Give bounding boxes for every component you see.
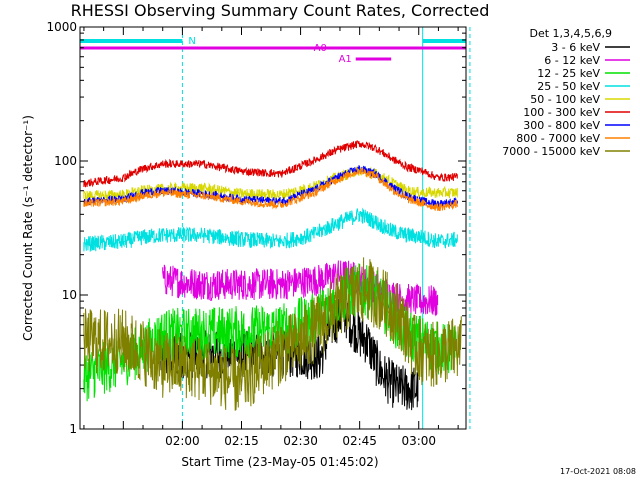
legend-item-label: 3 - 6 keV: [551, 41, 600, 54]
y-axis: 1 10 100 1000: [46, 20, 466, 436]
x-tick-label: 02:45: [342, 434, 377, 448]
x-tick-label: 02:30: [283, 434, 318, 448]
legend-item-label: 12 - 25 keV: [537, 67, 600, 80]
legend-item-label: 50 - 100 keV: [530, 93, 600, 106]
series-line: [83, 167, 458, 212]
x-axis-label: Start Time (23-May-05 01:45:02): [181, 455, 378, 469]
legend-item-label: 300 - 800 keV: [523, 119, 600, 132]
legend-item-label: 25 - 50 keV: [537, 80, 600, 93]
footer-timestamp: 17-Oct-2021 08:08: [560, 467, 636, 476]
y-tick-label: 1: [69, 422, 77, 436]
legend-item-label: 7000 - 15000 keV: [502, 145, 600, 158]
legend-item-label: 100 - 300 keV: [523, 106, 600, 119]
y-axis-label: Corrected Count Rate (s⁻¹ detector⁻¹): [21, 115, 35, 341]
series-line: [83, 257, 462, 411]
chart-title: RHESSI Observing Summary Count Rates, Co…: [71, 1, 490, 20]
y-tick-label: 100: [54, 154, 77, 168]
x-axis: 02:00 02:15 02:30 02:45 03:00: [83, 27, 459, 448]
y-tick-label: 1000: [46, 20, 77, 34]
x-tick-label: 02:15: [224, 434, 259, 448]
plot-area: N A0 A1: [79, 27, 471, 429]
attenuator-a1-label: A1: [339, 54, 352, 65]
legend-item-label: 800 - 7000 keV: [516, 132, 600, 145]
series-line: [83, 140, 458, 188]
plot-frame: [79, 26, 467, 430]
night-label: N: [188, 36, 195, 47]
series-line: [83, 207, 458, 252]
legend-title: Det 1,3,4,5,6,9: [529, 27, 612, 40]
attenuator-a0-label: A0: [314, 43, 327, 54]
legend-item-label: 6 - 12 keV: [544, 54, 600, 67]
series-line: [83, 165, 458, 208]
x-tick-label: 02:00: [165, 434, 200, 448]
y-tick-label: 10: [62, 288, 77, 302]
x-tick-label: 03:00: [401, 434, 436, 448]
